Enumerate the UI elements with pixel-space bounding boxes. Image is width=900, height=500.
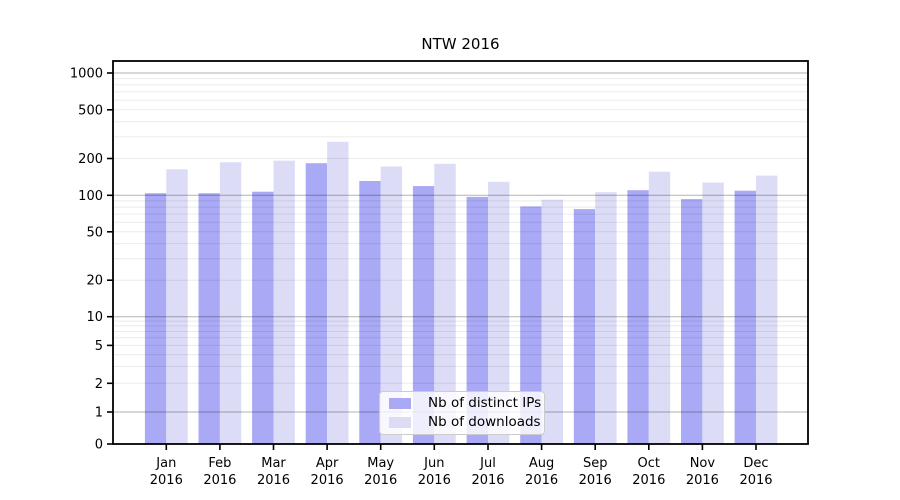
x-tick-label-month-5: Jun <box>423 456 444 471</box>
y-tick-label-2: 2 <box>95 377 103 392</box>
bar-nb-of-downloads-2 <box>273 160 295 444</box>
bar-nb-of-downloads-10 <box>702 182 724 444</box>
x-tick-label-year-0: 2016 <box>150 473 183 488</box>
x-tick-label-year-3: 2016 <box>311 473 344 488</box>
y-tick-label-50: 50 <box>86 225 103 240</box>
y-tick-label-5: 5 <box>95 339 103 354</box>
chart-title: NTW 2016 <box>421 35 500 53</box>
x-tick-label-month-7: Aug <box>529 456 554 471</box>
bar-nb-of-downloads-9 <box>648 171 671 444</box>
bars-nb-of-distinct-ips <box>144 163 756 444</box>
x-tick-label-month-3: Apr <box>316 456 339 471</box>
y-tick-label-1000: 1000 <box>70 67 103 82</box>
x-tick-label-month-10: Nov <box>690 456 716 471</box>
x-tick-label-month-9: Oct <box>638 456 660 471</box>
minor-gridlines <box>113 78 808 384</box>
legend-swatch-distinct-ips <box>389 398 411 410</box>
legend-swatch-downloads <box>389 416 411 428</box>
bars-nb-of-downloads <box>166 141 778 445</box>
bar-nb-of-distinct-ips-3 <box>305 163 328 444</box>
x-tick-label-month-6: Jul <box>479 456 496 471</box>
x-tick-label-year-5: 2016 <box>418 473 451 488</box>
bar-nb-of-downloads-6 <box>488 181 510 445</box>
x-tick-label-year-1: 2016 <box>203 473 236 488</box>
bar-nb-of-distinct-ips-0 <box>144 193 167 444</box>
x-tick-label-month-0: Jan <box>155 456 176 471</box>
y-tick-label-20: 20 <box>86 274 103 289</box>
bar-nb-of-downloads-8 <box>595 192 617 444</box>
x-tick-label-month-2: Mar <box>261 456 286 471</box>
legend-label-distinct-ips: Nb of distinct IPs <box>428 395 542 411</box>
x-tick-label-month-4: May <box>367 456 394 471</box>
bar-nb-of-distinct-ips-7 <box>520 206 542 444</box>
bar-nb-of-distinct-ips-10 <box>681 199 703 444</box>
bar-nb-of-downloads-4 <box>380 166 403 444</box>
bar-nb-of-distinct-ips-4 <box>359 181 381 444</box>
y-tick-label-1: 1 <box>95 406 103 421</box>
bar-nb-of-distinct-ips-2 <box>252 191 274 444</box>
x-tick-label-year-9: 2016 <box>632 473 665 488</box>
x-tick-label-month-1: Feb <box>208 456 231 471</box>
plot-border <box>112 60 809 445</box>
y-tick-label-0: 0 <box>95 438 103 453</box>
bar-nb-of-distinct-ips-11 <box>734 190 756 444</box>
y-tick-label-100: 100 <box>78 189 103 204</box>
legend-item-downloads: Nb of downloads <box>389 415 541 430</box>
bar-nb-of-distinct-ips-5 <box>412 186 435 444</box>
bar-nb-of-downloads-1 <box>219 162 242 445</box>
y-axis: 0 1 2 5 10 20 50 100 200 500 1000 <box>70 67 113 453</box>
y-tick-label-200: 200 <box>78 152 103 167</box>
y-tick-label-500: 500 <box>78 103 103 118</box>
legend-item-distinct-ips: Nb of distinct IPs <box>389 396 541 411</box>
y-tick-label-10: 10 <box>86 310 103 325</box>
x-tick-label-year-7: 2016 <box>525 473 558 488</box>
bar-nb-of-downloads-0 <box>166 169 188 445</box>
bar-nb-of-distinct-ips-6 <box>466 196 488 444</box>
bar-nb-of-downloads-3 <box>327 141 349 445</box>
chart-legend: Nb of distinct IPs Nb of downloads <box>379 391 545 435</box>
bar-nb-of-distinct-ips-1 <box>198 193 220 444</box>
x-tick-label-year-4: 2016 <box>364 473 397 488</box>
x-tick-label-month-8: Sep <box>583 456 608 471</box>
legend-label-downloads: Nb of downloads <box>428 413 541 430</box>
x-tick-label-year-11: 2016 <box>739 473 772 488</box>
x-tick-label-year-6: 2016 <box>471 473 504 488</box>
x-tick-label-year-10: 2016 <box>686 473 719 488</box>
x-tick-label-month-11: Dec <box>743 456 768 471</box>
x-tick-label-year-2: 2016 <box>257 473 290 488</box>
bar-nb-of-distinct-ips-8 <box>573 209 596 444</box>
bar-nb-of-downloads-11 <box>756 175 778 444</box>
bar-nb-of-downloads-7 <box>541 199 563 444</box>
x-tick-label-year-8: 2016 <box>579 473 612 488</box>
bar-nb-of-downloads-5 <box>434 163 456 445</box>
bar-nb-of-distinct-ips-9 <box>627 190 649 444</box>
x-axis: Jan 2016 Feb 2016 Mar 2016 Apr 2016 May 2016 Jun 20… <box>150 444 773 488</box>
